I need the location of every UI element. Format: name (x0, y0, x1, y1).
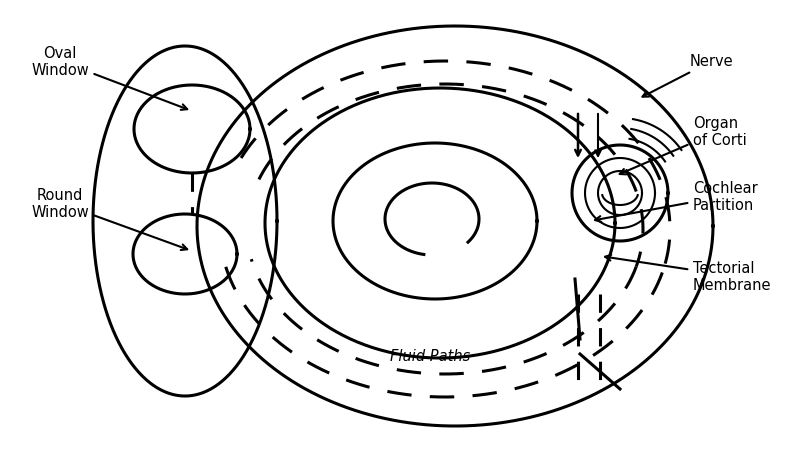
Text: Cochlear
Partition: Cochlear Partition (595, 180, 758, 222)
Text: Fluid Paths: Fluid Paths (390, 349, 470, 364)
Text: Organ
of Corti: Organ of Corti (620, 115, 746, 175)
Text: Nerve: Nerve (642, 55, 734, 97)
Text: Oval
Window: Oval Window (31, 46, 187, 110)
Text: Round
Window: Round Window (31, 187, 187, 250)
Text: Tectorial
Membrane: Tectorial Membrane (605, 255, 771, 293)
